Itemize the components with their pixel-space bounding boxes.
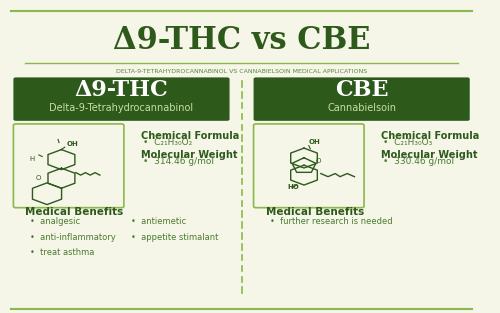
- Text: Δ9-THC vs CBE: Δ9-THC vs CBE: [113, 25, 370, 56]
- Text: Molecular Weight: Molecular Weight: [140, 150, 237, 160]
- Text: •  further research is needed: • further research is needed: [270, 217, 393, 226]
- Text: Chemical Formula: Chemical Formula: [140, 131, 239, 141]
- FancyBboxPatch shape: [14, 77, 230, 121]
- Text: Cannabielsoin: Cannabielsoin: [327, 103, 396, 113]
- Text: O: O: [316, 158, 322, 164]
- Text: •  anti-inflammatory: • anti-inflammatory: [30, 233, 116, 242]
- Text: DELTA-9-TETRAHYDROCANNABINOL VS CANNABIELSOIN MEDICAL APPLICATIONS: DELTA-9-TETRAHYDROCANNABINOL VS CANNABIE…: [116, 69, 367, 74]
- Text: •  antiemetic: • antiemetic: [131, 217, 186, 226]
- Text: HO: HO: [287, 184, 299, 190]
- Text: H: H: [29, 156, 34, 162]
- Text: Medical Benefits: Medical Benefits: [26, 207, 124, 217]
- Text: •  appetite stimalant: • appetite stimalant: [131, 233, 218, 242]
- Text: •  treat asthma: • treat asthma: [30, 248, 94, 257]
- Text: •  analgesic: • analgesic: [30, 217, 80, 226]
- Text: Delta-9-Tetrahydrocannabinol: Delta-9-Tetrahydrocannabinol: [50, 103, 194, 113]
- Text: •  314.46 g/mol: • 314.46 g/mol: [143, 156, 214, 166]
- Text: O: O: [36, 175, 42, 181]
- FancyBboxPatch shape: [254, 124, 364, 208]
- FancyBboxPatch shape: [14, 124, 124, 208]
- Text: Medical Benefits: Medical Benefits: [266, 207, 364, 217]
- Text: OH: OH: [309, 139, 320, 145]
- Text: OH: OH: [66, 141, 78, 147]
- Text: Δ9-THC: Δ9-THC: [74, 79, 168, 101]
- Text: Chemical Formula: Chemical Formula: [381, 131, 479, 141]
- Text: •  C₂₁H₃₀O₂: • C₂₁H₃₀O₂: [143, 138, 192, 147]
- Text: Molecular Weight: Molecular Weight: [381, 150, 478, 160]
- FancyBboxPatch shape: [254, 77, 470, 121]
- Text: CBE: CBE: [335, 79, 388, 101]
- Text: •  330.46 g/mol: • 330.46 g/mol: [384, 156, 454, 166]
- Text: •  C₂₁H₃₀O₃: • C₂₁H₃₀O₃: [384, 138, 432, 147]
